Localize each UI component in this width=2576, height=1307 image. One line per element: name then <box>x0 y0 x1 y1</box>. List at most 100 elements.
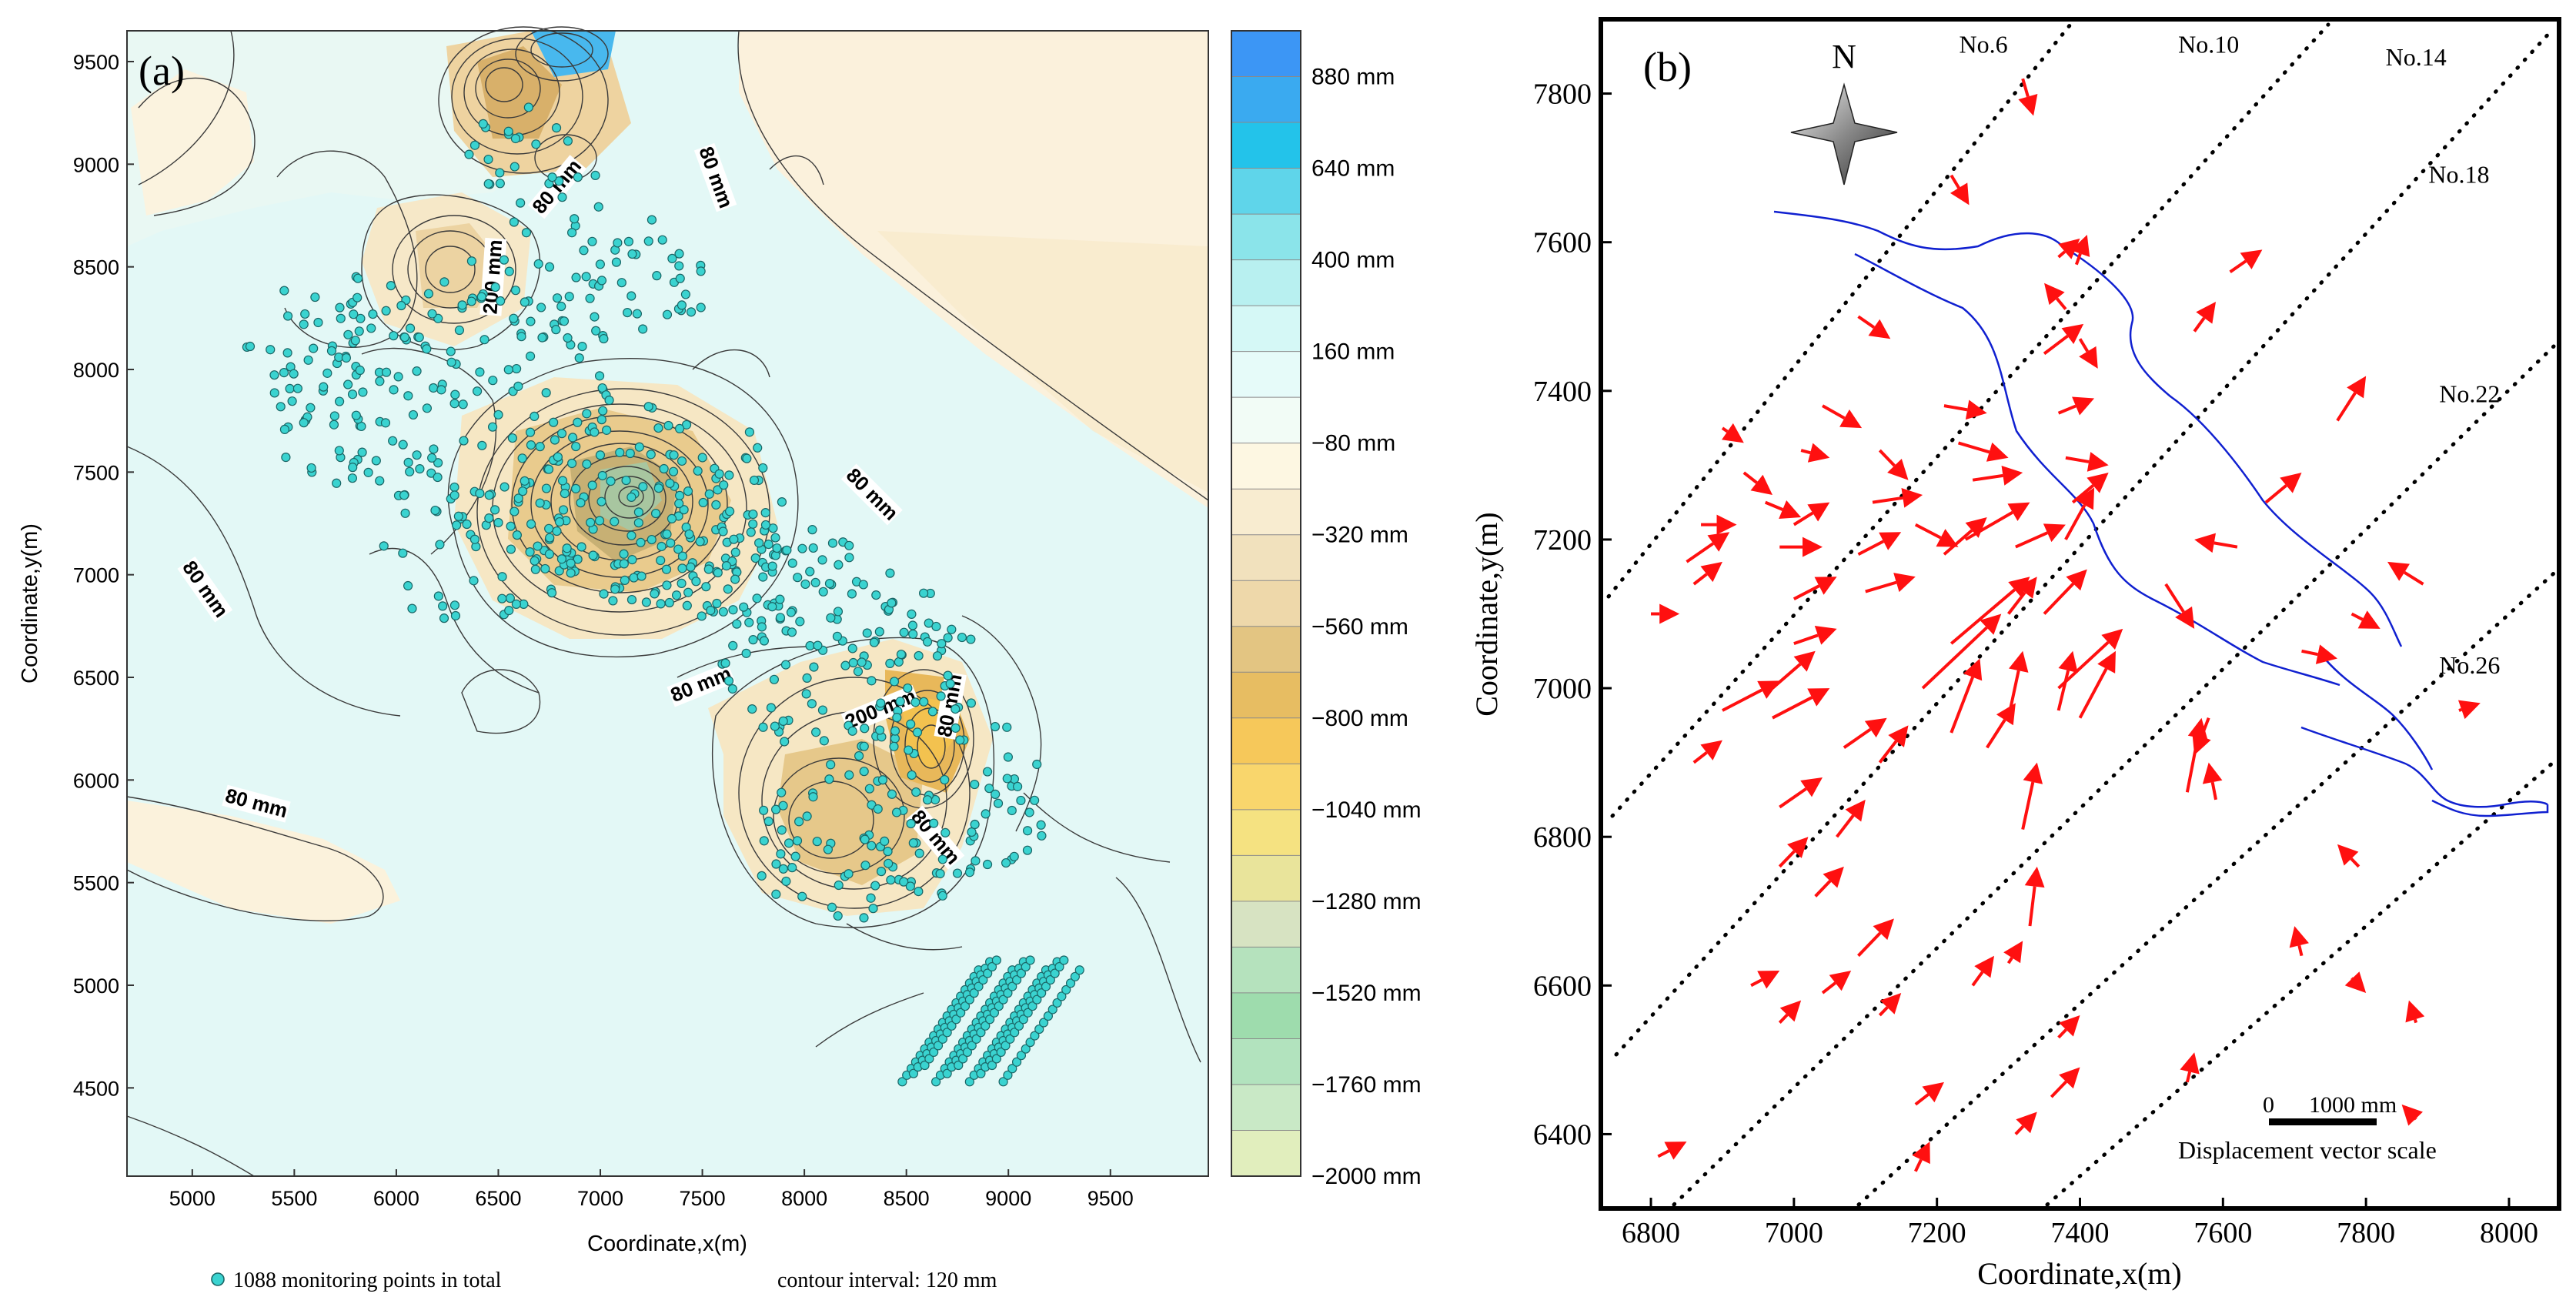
monitoring-point <box>329 420 339 430</box>
monitoring-point <box>711 500 721 510</box>
vector-head <box>2018 93 2038 116</box>
monitoring-point <box>484 513 494 523</box>
monitoring-point <box>1009 851 1019 861</box>
monitoring-point <box>807 699 817 709</box>
vector-shaft <box>1814 880 1832 898</box>
monitoring-point <box>525 427 536 437</box>
monitoring-point <box>591 326 601 336</box>
vector-shaft <box>2404 570 2424 586</box>
colorbar-swatch <box>1231 31 1301 78</box>
monitoring-point <box>533 541 543 551</box>
monitoring-point <box>677 300 687 310</box>
colorbar-label: −2000 mm <box>1311 1164 1422 1189</box>
vector-head <box>1963 658 1983 681</box>
monitoring-point <box>381 306 391 316</box>
monitoring-point <box>674 249 684 259</box>
monitoring-point <box>802 673 812 684</box>
monitoring-point <box>544 549 555 559</box>
x-tick-label: 7800 <box>2337 1217 2395 1249</box>
monitoring-point <box>371 456 381 466</box>
monitoring-point <box>750 553 760 563</box>
displacement-vector <box>1657 1142 1687 1160</box>
monitoring-point <box>479 335 489 345</box>
monitoring-point <box>810 577 820 588</box>
monitoring-point <box>536 303 546 313</box>
monitoring-point <box>636 571 647 581</box>
colorbar-swatch <box>1231 809 1301 856</box>
monitoring-point <box>763 816 773 827</box>
contour-label-bg <box>177 556 233 623</box>
vector-head <box>2405 1000 2425 1023</box>
displacement-vector <box>2229 249 2263 273</box>
monitoring-point <box>970 819 980 830</box>
vector-head <box>2357 610 2381 629</box>
monitoring-point <box>520 476 530 486</box>
displacement-vector <box>1912 1142 1930 1172</box>
monitoring-point <box>653 483 663 493</box>
contour-line <box>711 637 995 928</box>
displacement-vector <box>1857 532 1902 557</box>
monitoring-point <box>279 286 289 296</box>
monitoring-point <box>366 323 376 333</box>
monitoring-point <box>627 555 637 565</box>
monitoring-point <box>833 911 843 921</box>
colorbar-swatch <box>1231 168 1301 215</box>
monitoring-point <box>727 684 737 694</box>
monitoring-point <box>475 488 485 499</box>
colorbar-label: −1760 mm <box>1311 1072 1422 1098</box>
monitoring-point <box>558 505 569 515</box>
monitoring-point <box>976 1068 986 1078</box>
monitoring-point <box>771 804 781 814</box>
monitoring-point <box>907 620 918 630</box>
vector-head <box>1716 514 1737 535</box>
displacement-vector <box>2350 610 2381 629</box>
monitoring-point <box>403 580 413 591</box>
monitoring-point <box>625 448 635 459</box>
monitoring-point <box>408 409 419 420</box>
vector-shaft <box>1764 500 1783 511</box>
monitoring-point <box>967 827 977 837</box>
vector-head <box>2347 376 2367 399</box>
monitoring-point <box>886 875 896 885</box>
displacement-vector <box>2164 583 2195 629</box>
monitoring-point <box>1011 974 1022 985</box>
monitoring-point <box>472 386 483 396</box>
monitoring-point <box>748 635 758 645</box>
x-tick-label: 9500 <box>1088 1187 1134 1210</box>
monitoring-point <box>757 871 767 881</box>
monitoring-point <box>573 417 583 427</box>
monitoring-point <box>521 228 532 238</box>
monitoring-point <box>423 289 434 299</box>
zone-top-left <box>131 69 254 216</box>
monitoring-point <box>943 633 953 643</box>
monitoring-point <box>587 480 597 490</box>
monitoring-point <box>579 246 589 256</box>
river-edge <box>2300 726 2548 808</box>
vector-shaft <box>2164 583 2185 613</box>
monitoring-point <box>388 436 398 446</box>
scale-bar-label: 0 1000 mm <box>2263 1092 2397 1118</box>
monitoring-point <box>570 214 580 224</box>
displacement-vector <box>2021 762 2043 830</box>
vector-shaft <box>2074 252 2082 266</box>
monitoring-point <box>787 863 797 873</box>
vector-head <box>1779 1000 1802 1022</box>
vector-head <box>2070 235 2090 257</box>
monitoring-point <box>499 255 510 265</box>
monitoring-point <box>1007 805 1017 816</box>
vector-shaft <box>1914 1158 1923 1172</box>
monitoring-point <box>723 584 733 594</box>
monitoring-point <box>606 476 616 486</box>
vector-shaft <box>2021 78 2030 98</box>
monitoring-point <box>1070 971 1080 981</box>
colorbar-label: 640 mm <box>1311 156 1395 182</box>
monitoring-point <box>677 456 687 466</box>
monitoring-point <box>626 492 636 502</box>
monitoring-point <box>858 580 868 590</box>
monitoring-point <box>759 636 770 646</box>
monitoring-point <box>571 441 581 452</box>
monitoring-point <box>982 767 993 777</box>
monitoring-point <box>847 589 857 599</box>
monitoring-point <box>531 139 541 149</box>
